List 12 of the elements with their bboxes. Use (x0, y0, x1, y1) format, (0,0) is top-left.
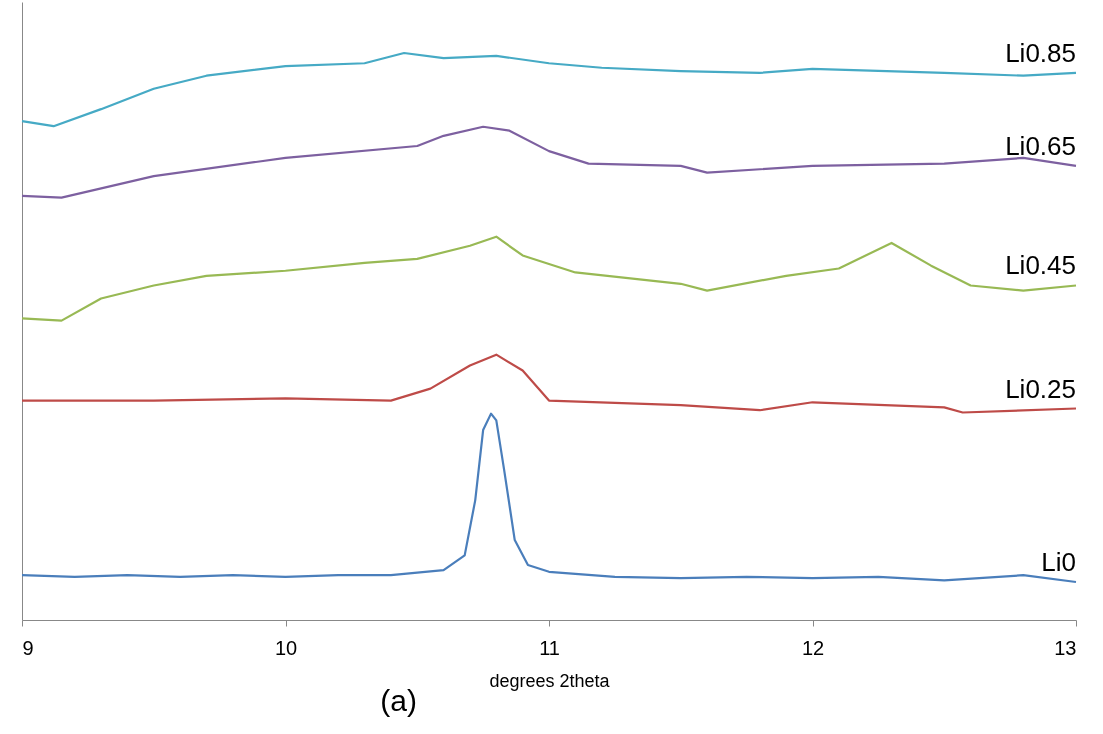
x-tick-label: 11 (539, 636, 560, 659)
series-label: Li0.25 (1005, 373, 1076, 404)
x-axis-title: degrees 2theta (489, 670, 611, 691)
series-label: Li0.45 (1005, 250, 1076, 281)
x-tick-label: 13 (1054, 636, 1077, 659)
series-label: Li0 (1041, 547, 1076, 578)
series-label: Li0.85 (1005, 37, 1076, 68)
text: (a) (380, 684, 417, 717)
x-tick-label: 12 (801, 636, 825, 659)
series-label: Li0.65 (1005, 130, 1076, 161)
x-tick-label: 9 (22, 636, 34, 659)
x-tick-label: 10 (274, 636, 298, 659)
